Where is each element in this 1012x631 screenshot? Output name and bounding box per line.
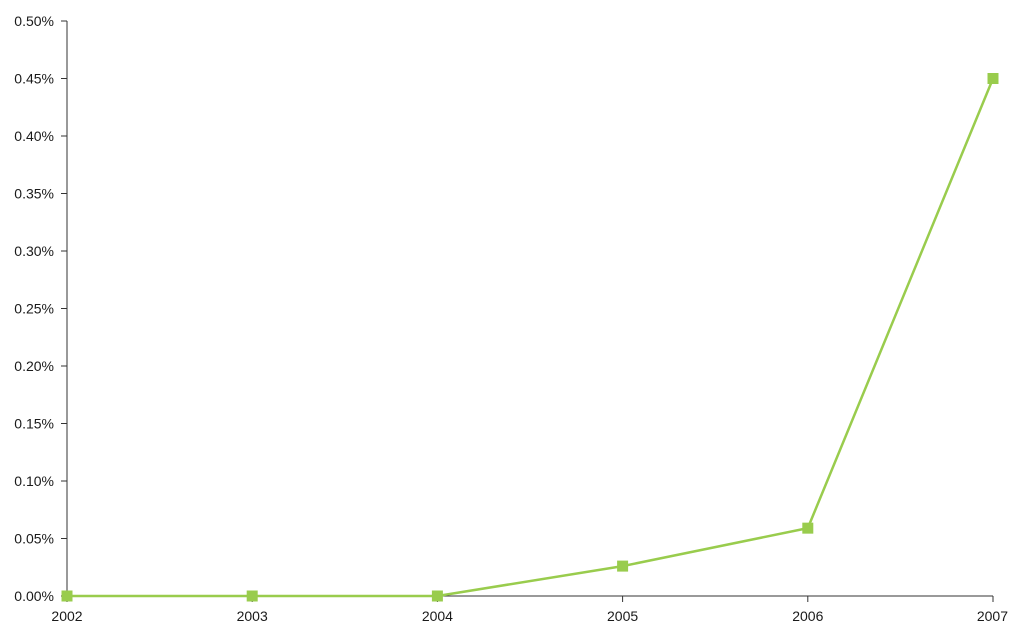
y-tick-label: 0.20% xyxy=(14,358,54,374)
y-tick-label: 0.10% xyxy=(14,473,54,489)
axes xyxy=(66,21,993,597)
y-tick-label: 0.30% xyxy=(14,243,54,259)
series-group xyxy=(61,73,999,602)
x-tick-label: 2005 xyxy=(607,608,638,624)
y-axis-ticks: 0.00% 0.05% 0.10% 0.15% 0.20% 0.25% 0.30% 0.35%… xyxy=(14,13,67,604)
y-tick-label: 0.00% xyxy=(14,588,54,604)
data-point-marker xyxy=(802,522,814,534)
y-tick-label: 0.35% xyxy=(14,186,54,202)
x-tick-label: 2002 xyxy=(51,608,82,624)
x-tick-label: 2003 xyxy=(237,608,268,624)
data-point-marker xyxy=(61,590,73,602)
data-point-marker xyxy=(617,560,629,572)
y-tick-label: 0.45% xyxy=(14,71,54,87)
data-point-marker xyxy=(431,590,443,602)
series-line xyxy=(67,78,995,598)
y-tick-label: 0.40% xyxy=(14,128,54,144)
y-tick-label: 0.50% xyxy=(14,13,54,29)
y-tick-label: 0.25% xyxy=(14,301,54,317)
y-tick-label: 0.05% xyxy=(14,531,54,547)
x-tick-label: 2004 xyxy=(422,608,453,624)
x-axis-ticks: 2002 2003 2004 2005 2006 2007 xyxy=(51,596,1008,624)
data-point-marker xyxy=(987,73,999,84)
x-tick-label: 2006 xyxy=(792,608,823,624)
y-tick-label: 0.15% xyxy=(14,416,54,432)
data-point-marker xyxy=(246,590,258,602)
x-tick-label: 2007 xyxy=(977,608,1008,624)
